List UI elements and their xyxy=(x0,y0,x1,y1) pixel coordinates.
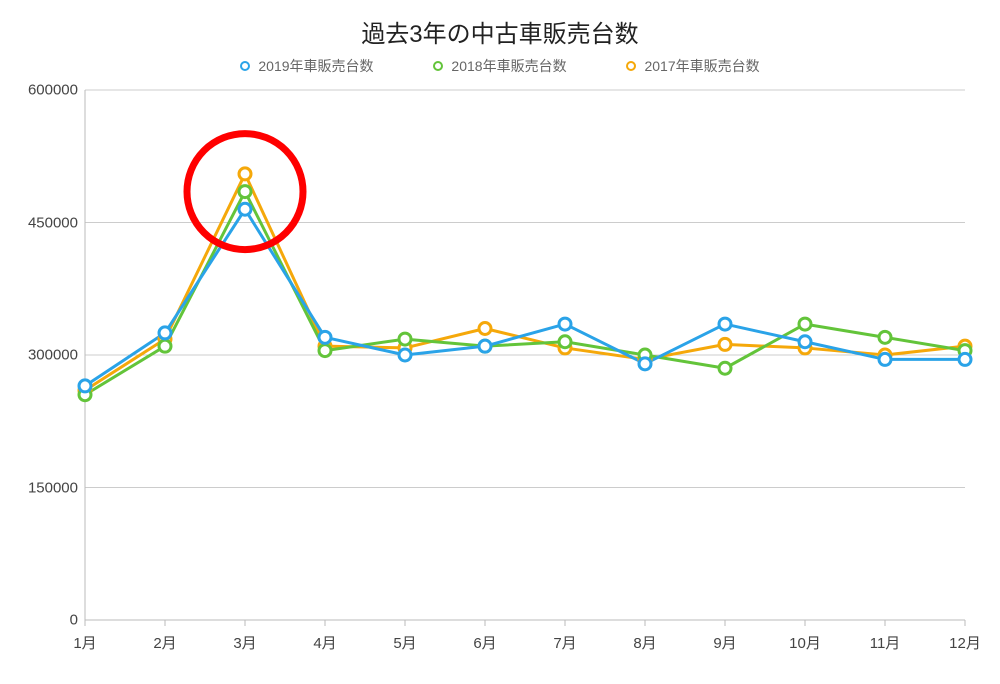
x-tick-label: 12月 xyxy=(949,632,981,653)
y-tick-label: 300000 xyxy=(8,347,78,364)
x-tick-label: 2月 xyxy=(153,632,176,653)
x-tick-label: 10月 xyxy=(789,632,821,653)
x-tick-label: 3月 xyxy=(233,632,256,653)
y-tick-label: 0 xyxy=(8,612,78,629)
x-tick-label: 4月 xyxy=(313,632,336,653)
y-tick-label: 150000 xyxy=(8,479,78,496)
chart-container: { "chart": { "type": "line", "title": "過… xyxy=(0,0,1000,684)
y-tick-label: 450000 xyxy=(8,214,78,231)
x-tick-label: 11月 xyxy=(870,632,901,653)
plot-area xyxy=(0,0,1000,684)
y-tick-label: 600000 xyxy=(8,82,78,99)
x-tick-label: 8月 xyxy=(633,632,656,653)
x-tick-label: 9月 xyxy=(713,632,736,653)
x-tick-label: 6月 xyxy=(473,632,496,653)
x-tick-label: 1月 xyxy=(73,632,96,653)
x-tick-label: 5月 xyxy=(393,632,416,653)
x-tick-label: 7月 xyxy=(553,632,576,653)
